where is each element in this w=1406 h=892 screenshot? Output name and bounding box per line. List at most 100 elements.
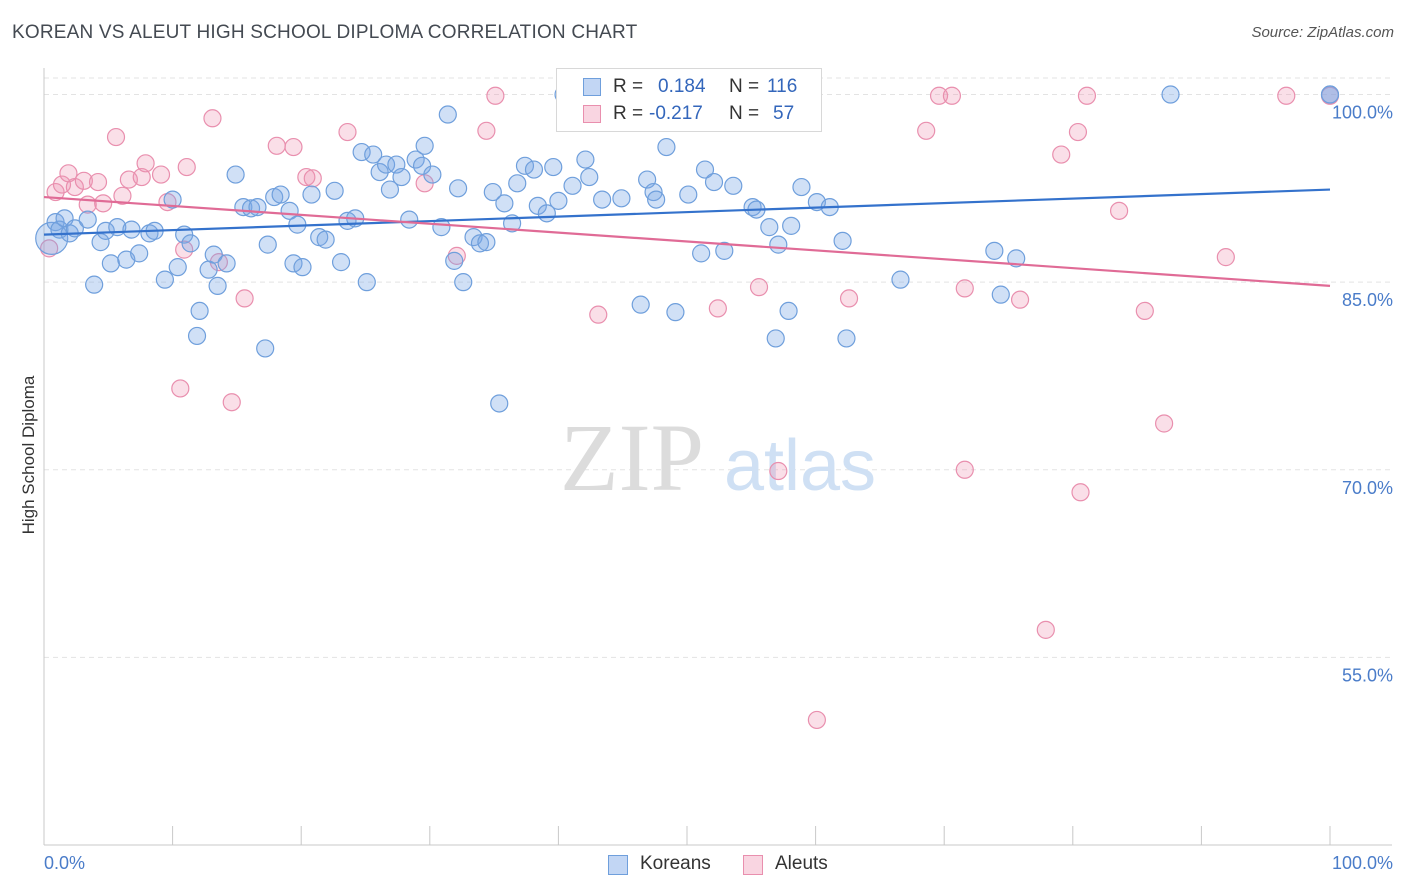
aleut-point	[151, 165, 171, 184]
korean-point	[833, 231, 852, 250]
korean-point	[140, 224, 159, 243]
korean-point	[477, 233, 496, 252]
aleut-point	[477, 121, 496, 140]
korean-point	[495, 194, 514, 213]
korean-point	[454, 273, 473, 292]
aleut-swatch	[583, 105, 601, 123]
korean-point	[470, 234, 490, 253]
korean-point	[724, 176, 743, 195]
aleut-point	[132, 167, 151, 187]
aleut-point	[203, 109, 222, 128]
aleut-point	[942, 86, 962, 105]
korean-point	[357, 273, 376, 292]
aleut-point	[955, 460, 974, 479]
korean-point	[438, 105, 457, 124]
aleut-point	[929, 86, 949, 105]
korean-point	[1007, 249, 1026, 268]
korean-point	[1320, 85, 1340, 104]
korean-n-label: N =	[729, 76, 760, 97]
aleut-point	[1052, 145, 1071, 164]
korean-point	[35, 221, 69, 255]
korean-trend-line	[43, 188, 1331, 236]
korean-r-label: R =	[613, 76, 644, 97]
korean-point	[647, 190, 666, 209]
korean-point	[181, 234, 200, 253]
korean-swatch	[583, 78, 601, 96]
korean-point	[96, 221, 115, 240]
aleut-point	[177, 157, 196, 177]
korean-point	[163, 190, 182, 209]
aleut-point	[74, 171, 93, 190]
korean-point	[187, 326, 207, 346]
korean-point	[101, 254, 120, 273]
aleut-point	[303, 169, 322, 188]
grid	[44, 77, 1392, 658]
y-tick-label: 100.0%	[1332, 103, 1393, 123]
korean-point	[563, 176, 582, 195]
korean-point	[204, 245, 223, 264]
aleut-r-label: R =	[613, 103, 644, 124]
aleut-trend-line	[43, 195, 1331, 287]
aleut-point	[284, 137, 303, 157]
korean-point	[692, 244, 711, 263]
korean-point	[370, 162, 389, 182]
korean-point	[376, 155, 396, 174]
chart-title: KOREAN VS ALEUT HIGH SCHOOL DIPLOMA CORR…	[12, 22, 638, 43]
korean-point	[352, 142, 371, 162]
aleuts-legend-label: Aleuts	[775, 853, 828, 874]
aleut-r-value: -0.217	[649, 103, 703, 124]
aleut-point	[749, 278, 769, 297]
korean-point	[256, 339, 275, 358]
korean-n-value: 116	[767, 76, 798, 97]
aleut-point	[589, 305, 608, 324]
aleut-point	[106, 127, 126, 147]
korean-point	[483, 182, 502, 202]
korean-point	[666, 303, 685, 322]
aleut-n-value: 57	[773, 103, 795, 124]
korean-point	[85, 275, 104, 294]
korean-point	[715, 241, 734, 260]
korean-point	[445, 251, 464, 270]
y-axis-label: High School Diploma	[19, 375, 38, 534]
korean-point	[580, 167, 599, 187]
korean-r-value: 0.184	[658, 76, 706, 97]
y-tick-label: 55.0%	[1342, 665, 1393, 685]
korean-point	[122, 220, 141, 239]
aleut-point	[338, 122, 357, 142]
korean-point	[769, 235, 788, 254]
korean-point	[415, 136, 434, 155]
aleut-point	[1036, 620, 1055, 639]
aleut-point	[94, 194, 113, 213]
korean-point	[891, 270, 910, 289]
aleut-point	[486, 86, 505, 105]
aleut-point	[1077, 86, 1097, 105]
aleut-point	[222, 393, 241, 412]
aleut-point	[297, 167, 316, 187]
aleuts-legend-swatch	[743, 855, 763, 875]
korean-point	[612, 189, 631, 208]
korean-point	[991, 285, 1010, 304]
aleut-point	[136, 154, 155, 173]
korean-point	[155, 270, 174, 289]
koreans-legend-swatch	[608, 855, 628, 875]
korean-point	[1161, 85, 1180, 104]
korean-point	[593, 190, 612, 209]
korean-points	[35, 85, 1340, 413]
korean-point	[284, 254, 303, 273]
korean-point	[331, 253, 351, 272]
korean-point	[258, 235, 277, 254]
korean-point	[271, 185, 290, 204]
korean-point	[760, 218, 779, 237]
korean-point	[508, 174, 527, 193]
korean-point	[657, 137, 676, 157]
korean-point	[679, 185, 698, 204]
korean-point	[631, 295, 650, 314]
korean-point	[78, 210, 97, 229]
aleut-point	[1155, 414, 1174, 433]
aleut-point	[46, 182, 65, 202]
aleut-n-label: N =	[729, 103, 760, 124]
aleut-point	[1010, 290, 1030, 309]
aleut-point	[1277, 86, 1296, 105]
aleut-points	[40, 86, 1340, 730]
korean-point	[837, 329, 856, 348]
